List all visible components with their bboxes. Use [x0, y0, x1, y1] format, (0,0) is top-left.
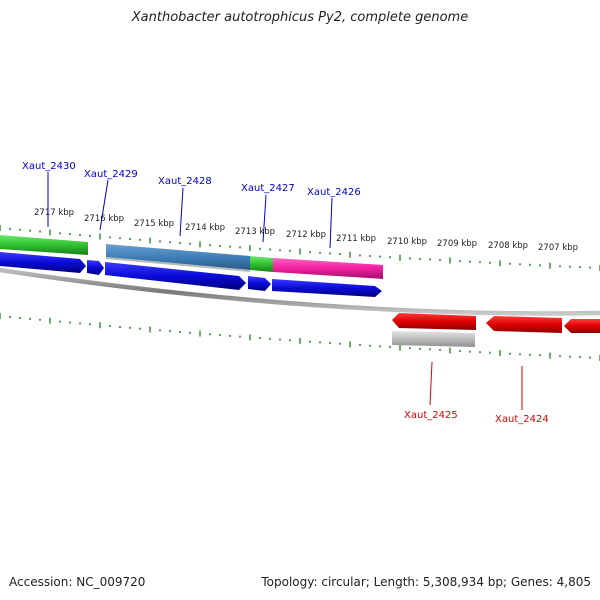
scale-label: 2716 kbp	[84, 214, 124, 224]
gene-label[interactable]: Xaut_2424	[495, 414, 549, 425]
feature-block-green-2	[250, 256, 273, 272]
genome-title: Xanthobacter autotrophicus Py2, complete…	[131, 10, 469, 25]
reverse-tick-marks	[0, 313, 600, 361]
gene-arrow-reverse	[486, 316, 562, 333]
gene-label[interactable]: Xaut_2429	[84, 169, 138, 180]
gene-arrow-forward	[105, 262, 246, 290]
leader-line	[99, 179, 109, 231]
gene-label[interactable]: Xaut_2430	[22, 161, 76, 172]
scale-label: 2714 kbp	[185, 223, 225, 233]
gene-label[interactable]: Xaut_2428	[158, 176, 212, 187]
leader-line	[429, 361, 433, 406]
gene-arrow-forward	[87, 260, 104, 275]
scale-label: 2713 kbp	[235, 227, 275, 237]
feature-block-grey	[392, 331, 475, 347]
feature-block-pink	[273, 258, 383, 279]
genome-backbone	[0, 267, 600, 316]
gene-arrow-reverse	[392, 313, 476, 330]
scale-label: 2712 kbp	[286, 230, 326, 240]
forward-tick-marks	[0, 225, 600, 271]
scale-label: 2715 kbp	[134, 219, 174, 229]
scale-label: 2708 kbp	[488, 241, 528, 251]
feature-block-steel	[106, 244, 250, 270]
genome-summary: Topology: circular; Length: 5,308,934 bp…	[261, 575, 591, 589]
scale-label: 2710 kbp	[387, 237, 427, 247]
scale-label: 2707 kbp	[538, 243, 578, 253]
gene-label[interactable]: Xaut_2425	[404, 410, 458, 421]
feature-shadow-grey	[106, 257, 250, 272]
scale-label: 2709 kbp	[437, 239, 477, 249]
leader-line	[329, 197, 333, 249]
feature-block-green	[0, 235, 88, 255]
scale-label: 2711 kbp	[336, 234, 376, 244]
gene-arrow-forward	[272, 279, 382, 297]
leader-line	[179, 187, 184, 237]
gene-arrow-reverse	[564, 319, 600, 333]
gene-label[interactable]: Xaut_2426	[307, 187, 361, 198]
gene-arrow-forward	[248, 276, 271, 291]
gene-label[interactable]: Xaut_2427	[241, 183, 295, 194]
gene-arrow-forward	[0, 252, 86, 273]
leader-line	[262, 194, 267, 243]
accession-label: Accession: NC_009720	[9, 575, 146, 589]
scale-label: 2717 kbp	[34, 208, 74, 218]
